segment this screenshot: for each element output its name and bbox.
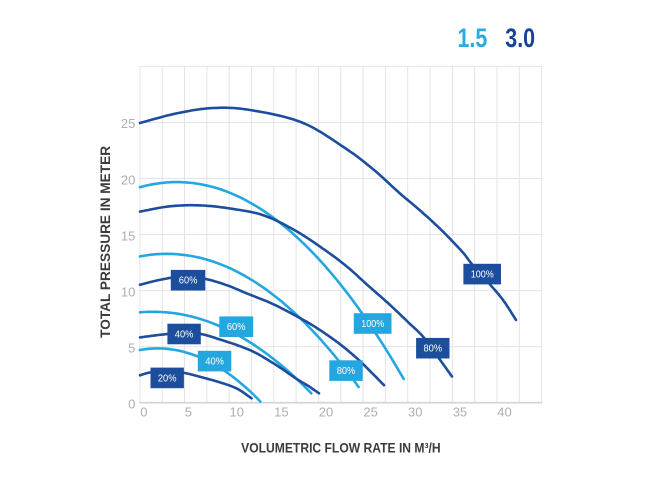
svg-text:0: 0 (128, 397, 135, 412)
svg-text:1.5: 1.5 (458, 23, 488, 53)
svg-text:25: 25 (363, 405, 377, 420)
svg-text:20%: 20% (158, 373, 177, 384)
svg-text:80%: 80% (424, 344, 443, 355)
svg-text:100%: 100% (361, 319, 384, 330)
svg-text:40: 40 (497, 405, 511, 420)
svg-text:25: 25 (121, 116, 135, 131)
svg-text:0: 0 (140, 405, 147, 420)
svg-text:TOTAL PRESSURE IN METER: TOTAL PRESSURE IN METER (97, 146, 113, 338)
svg-text:10: 10 (230, 405, 244, 420)
svg-text:20: 20 (121, 172, 135, 187)
svg-text:40%: 40% (205, 357, 224, 368)
svg-text:80%: 80% (337, 366, 356, 377)
svg-text:100%: 100% (471, 270, 494, 281)
svg-text:VOLUMETRIC FLOW RATE IN M³/H: VOLUMETRIC FLOW RATE IN M³/H (241, 439, 441, 455)
svg-text:40%: 40% (175, 330, 194, 341)
svg-text:20: 20 (319, 405, 333, 420)
svg-text:5: 5 (128, 340, 135, 355)
svg-text:15: 15 (274, 405, 288, 420)
svg-text:3.0: 3.0 (505, 23, 535, 53)
svg-text:15: 15 (121, 228, 135, 243)
svg-text:60%: 60% (227, 322, 246, 333)
svg-text:60%: 60% (179, 276, 198, 287)
svg-text:30: 30 (408, 405, 422, 420)
svg-text:35: 35 (453, 405, 467, 420)
svg-text:10: 10 (121, 284, 135, 299)
svg-text:5: 5 (185, 405, 192, 420)
